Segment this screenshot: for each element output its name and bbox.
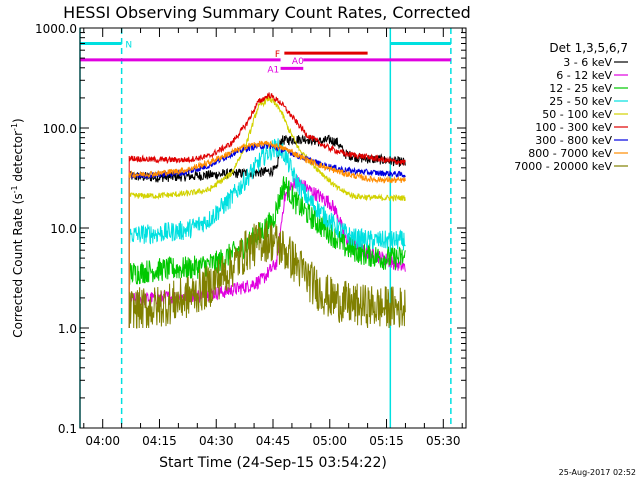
- y-axis-label-part-3: ): [11, 118, 25, 123]
- bar-label-n: N: [125, 40, 132, 50]
- attenuator-bars: N F A0 A1: [80, 40, 451, 75]
- y-tick-label: 1.0: [58, 322, 77, 336]
- legend-label: 50 - 100 keV: [542, 108, 612, 121]
- legend-label: 12 - 25 keV: [549, 82, 612, 95]
- x-tick-label: 04:30: [199, 434, 234, 448]
- bar-label-a0: A0: [292, 57, 304, 67]
- legend-label: 3 - 6 keV: [563, 56, 612, 69]
- bar-label-a1: A1: [267, 65, 279, 75]
- y-axis-label-part-1: Corrected Count Rate (s: [11, 193, 25, 337]
- y-axis-label: Corrected Count Rate (s-1 detector-1): [10, 118, 25, 337]
- y-axis-label-sup-2: -1: [10, 123, 19, 131]
- y-tick-label: 100.0: [43, 122, 77, 136]
- legend-label: 7000 - 20000 keV: [514, 160, 612, 173]
- x-tick-label: 05:00: [312, 434, 347, 448]
- x-tick-label: 04:45: [256, 434, 291, 448]
- legend-title: Det 1,3,5,6,7: [549, 41, 628, 55]
- y-tick-label: 10.0: [50, 222, 77, 236]
- legend-label: 300 - 800 keV: [535, 134, 612, 147]
- series-line-5: [128, 92, 406, 328]
- series-line-6: [128, 142, 406, 328]
- legend-label: 100 - 300 keV: [535, 121, 612, 134]
- series-line-3: [128, 138, 406, 328]
- y-tick-label: 1000.0: [35, 22, 77, 36]
- chart-title: HESSI Observing Summary Count Rates, Cor…: [63, 3, 471, 22]
- y-axis-label-part-2: detector: [11, 131, 25, 186]
- x-tick-label: 05:15: [369, 434, 404, 448]
- y-axis-label-sup-1: -1: [10, 185, 19, 193]
- series-line-8: [128, 220, 406, 329]
- x-axis-label: Start Time (24-Sep-15 03:54:22): [159, 455, 387, 471]
- y-tick-label: 0.1: [58, 422, 77, 436]
- x-tick-label: 05:30: [426, 434, 461, 448]
- legend-label: 800 - 7000 keV: [528, 147, 612, 160]
- x-tick-label: 04:15: [142, 434, 177, 448]
- timestamp: 25-Aug-2017 02:52: [559, 468, 636, 477]
- series-lines: [128, 92, 406, 329]
- legend-label: 6 - 12 keV: [556, 69, 612, 82]
- bar-label-f: F: [275, 50, 280, 60]
- x-axis-ticks: 04:00 04:15 04:30 04:45 05:00 05:15 05:30: [83, 28, 463, 448]
- series-line-7: [128, 140, 406, 328]
- y-axis-ticks: 0.1 1.0 10.0 100.0 1000.0: [35, 22, 466, 436]
- x-tick-label: 04:00: [85, 434, 120, 448]
- legend-label: 25 - 50 keV: [549, 95, 612, 108]
